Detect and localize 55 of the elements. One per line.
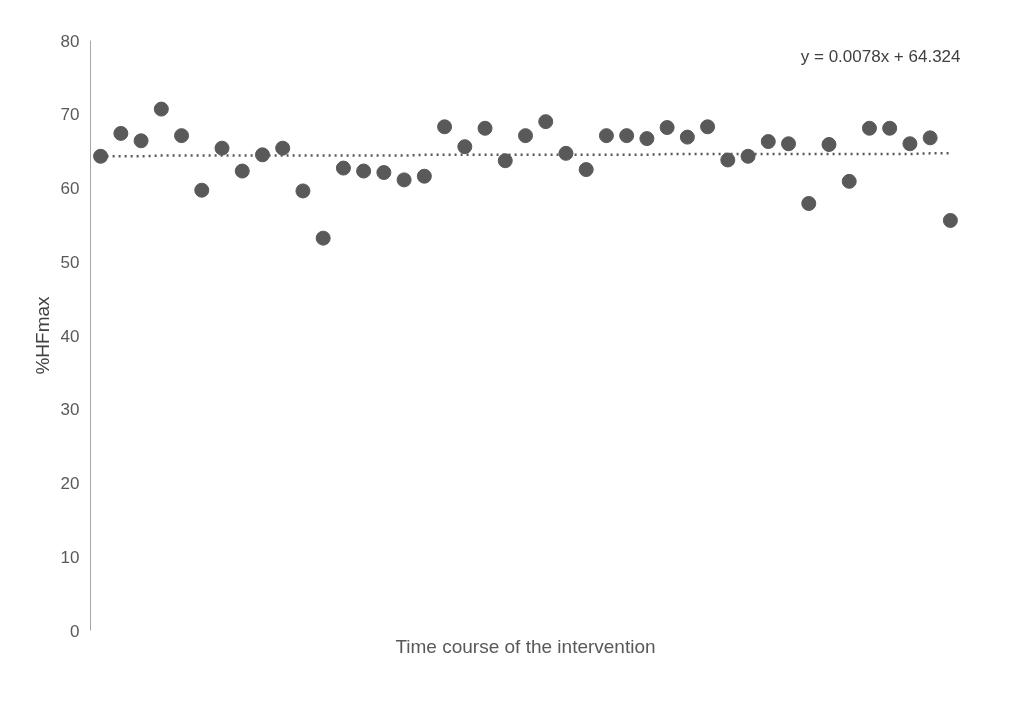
point [841, 173, 857, 189]
point [902, 136, 918, 152]
annotation: y = 0.0078x + 64.324 [800, 46, 961, 66]
y-axis-title: %HFmax [31, 295, 53, 375]
point [760, 134, 776, 150]
point [376, 165, 392, 180]
y-tick-label: 50 [60, 252, 80, 272]
point [558, 145, 574, 161]
y-tick-label: 40 [60, 326, 80, 346]
point [720, 152, 736, 168]
point [497, 153, 513, 169]
point [740, 148, 756, 164]
point [295, 183, 311, 199]
point [598, 128, 614, 144]
point [781, 136, 797, 152]
y-tick-label: 10 [60, 547, 80, 567]
point [133, 133, 149, 149]
y-tick-label: 80 [60, 31, 80, 51]
point [538, 114, 554, 130]
point [882, 120, 898, 136]
point [234, 163, 250, 179]
point [335, 160, 351, 176]
point [639, 131, 655, 147]
point [174, 128, 190, 144]
y-tick-label: 20 [60, 474, 80, 493]
y-tick-label: 30 [60, 400, 80, 420]
point [922, 130, 938, 146]
point [679, 129, 695, 145]
point [254, 147, 270, 163]
point [437, 119, 453, 135]
point [619, 128, 635, 144]
point [214, 140, 230, 156]
point [861, 120, 877, 136]
point [315, 230, 331, 246]
x-axis-title: Time course of the intervention [395, 635, 656, 657]
y-tick-label: 70 [60, 105, 80, 125]
point [153, 101, 169, 117]
point [113, 125, 129, 141]
point [457, 139, 473, 155]
point [275, 140, 291, 156]
point [700, 119, 716, 135]
point [578, 162, 594, 178]
point [477, 120, 493, 136]
y-tick-label: 0 [70, 621, 80, 641]
point [518, 128, 533, 144]
point [801, 196, 817, 211]
y-tick-label: 60 [60, 179, 80, 198]
point [659, 120, 675, 136]
point [942, 212, 958, 228]
point [93, 148, 109, 164]
point [356, 163, 372, 179]
point [194, 182, 210, 198]
point [821, 137, 837, 152]
point [416, 168, 432, 184]
point [396, 172, 412, 188]
